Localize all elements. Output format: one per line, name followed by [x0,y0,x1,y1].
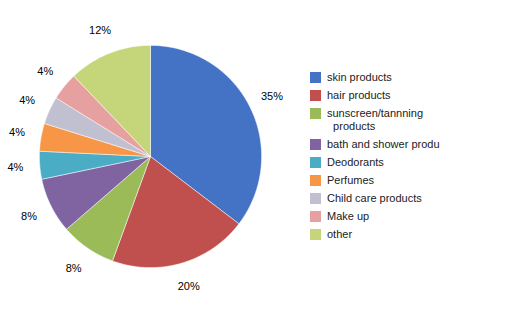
html-text:skin products: skin products [327,70,392,83]
html-text:Deodorants: Deodorants [327,155,384,168]
svg-text:8%: 8% [21,210,37,222]
html-text:hair products: hair products [327,88,391,101]
svg-text:4%: 4% [9,126,25,138]
html-text:bath and shower produ: bath and shower produ [327,137,440,150]
svg-text:8%: 8% [66,261,82,273]
svg-text:12%: 12% [89,24,111,36]
html-text:other: other [327,227,353,240]
svg-text:4%: 4% [37,64,53,76]
svg-text:4%: 4% [7,160,23,172]
html-text:sunscreen/tannning products: sunscreen/tannning products [327,106,423,132]
svg-text:4%: 4% [19,93,35,105]
svg-text:20%: 20% [178,280,200,292]
html-text:Child care products: Child care products [327,191,422,204]
svg-text:35%: 35% [261,89,283,101]
html-text:Make up: Make up [327,209,370,222]
html-text:Perfumes: Perfumes [327,173,375,186]
